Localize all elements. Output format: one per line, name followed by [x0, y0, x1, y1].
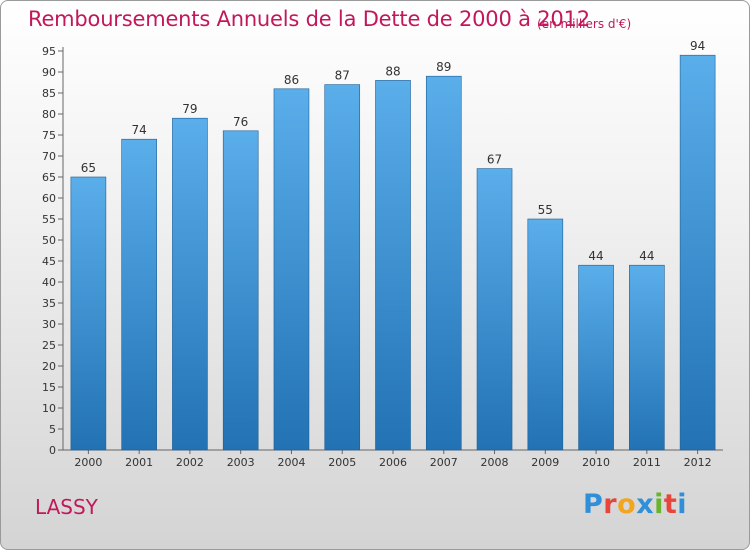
y-tick-label: 30: [42, 318, 56, 331]
logo-letter: r: [603, 489, 618, 520]
bar-value-label: 87: [335, 69, 350, 83]
y-tick-label: 25: [42, 339, 56, 352]
bar: [629, 264, 665, 451]
bar: [476, 168, 513, 451]
bar-value-label: 79: [182, 102, 197, 116]
x-tick-label: 2004: [277, 456, 305, 469]
y-tick-label: 60: [42, 192, 56, 205]
y-tick-label: 45: [42, 255, 56, 268]
axis-layer: 0 5 10 15 20 25 30 35 40 45 50 55 60 65 70 75 80 85 90 95 20…: [42, 45, 723, 469]
bar: [679, 54, 716, 451]
y-tick-label: 80: [42, 108, 56, 121]
x-tick-label: 2010: [582, 456, 610, 469]
x-tick-label: 2007: [430, 456, 458, 469]
chart-unit-subtitle: (en milliers d'€): [537, 17, 632, 31]
y-tick-label: 5: [49, 423, 56, 436]
bar: [121, 138, 157, 451]
x-tick-label: 2008: [481, 456, 509, 469]
logo-letter: P: [583, 489, 604, 520]
y-tick-label: 90: [42, 66, 56, 79]
bar: [273, 88, 310, 451]
y-tick-label: 55: [42, 213, 56, 226]
proxiti-logo: Proxiti: [583, 489, 687, 520]
x-tick-label: 2002: [176, 456, 204, 469]
x-tick-label: 2005: [328, 456, 356, 469]
logo-letter: t: [663, 489, 678, 520]
logo-letter: x: [636, 489, 655, 520]
bar-value-label: 86: [284, 73, 299, 87]
bar: [172, 117, 208, 451]
y-tick-label: 35: [42, 297, 56, 310]
x-tick-label: 2001: [125, 456, 153, 469]
bar-value-label: 94: [690, 39, 705, 53]
bar: [222, 130, 259, 451]
bar-value-label: 55: [538, 203, 553, 217]
bar-value-label: 76: [233, 115, 248, 129]
y-tick-label: 65: [42, 171, 56, 184]
x-tick-label: 2012: [684, 456, 712, 469]
bar-value-label: 88: [385, 64, 400, 78]
y-tick-label: 70: [42, 150, 56, 163]
y-tick-label: 95: [42, 45, 56, 58]
y-tick-label: 75: [42, 129, 56, 142]
bar: [375, 80, 411, 451]
logo-letter: i: [677, 489, 688, 520]
bar-layer: 65 74 79 76 86 87 88 89 67 55 44 44 94: [70, 39, 716, 451]
chart-title: Remboursements Annuels de la Dette de 20…: [28, 7, 590, 31]
x-tick-label: 2003: [227, 456, 255, 469]
bar-value-label: 74: [132, 123, 147, 137]
y-tick-label: 40: [42, 276, 56, 289]
bar-value-label: 67: [487, 153, 502, 167]
logo-letter: o: [617, 489, 637, 520]
bar-value-label: 44: [588, 249, 603, 263]
bar-value-label: 44: [639, 249, 654, 263]
bar: [425, 75, 462, 451]
bar-value-label: 65: [81, 161, 96, 175]
y-tick-label: 85: [42, 87, 56, 100]
y-tick-label: 0: [49, 444, 56, 457]
x-tick-label: 2006: [379, 456, 407, 469]
y-tick-label: 20: [42, 360, 56, 373]
y-tick-label: 10: [42, 402, 56, 415]
location-name: LASSY: [35, 495, 98, 519]
bar: [578, 264, 614, 451]
y-tick-label: 15: [42, 381, 56, 394]
y-tick-label: 50: [42, 234, 56, 247]
bar-value-label: 89: [436, 60, 451, 74]
logo-letter: i: [654, 489, 664, 520]
x-tick-label: 2011: [633, 456, 661, 469]
bar: [527, 218, 564, 451]
bar: [70, 176, 107, 451]
x-tick-label: 2000: [74, 456, 102, 469]
bar: [324, 84, 361, 451]
x-tick-label: 2009: [531, 456, 559, 469]
